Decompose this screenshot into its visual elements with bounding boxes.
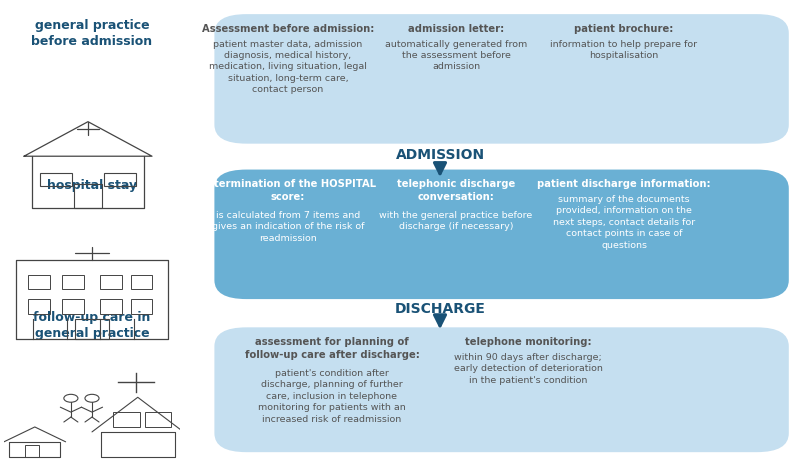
Text: telephone monitoring:: telephone monitoring: — [465, 337, 591, 347]
Text: general practice
before admission: general practice before admission — [31, 19, 153, 48]
Bar — [101, 300, 122, 314]
Bar — [28, 300, 50, 314]
Text: with the general practice before
discharge (if necessary): with the general practice before dischar… — [379, 211, 533, 231]
Text: patient brochure:: patient brochure: — [574, 24, 674, 33]
Text: hospital stay: hospital stay — [47, 179, 137, 192]
Text: ADMISSION: ADMISSION — [395, 148, 485, 162]
Text: Assessment before admission:: Assessment before admission: — [202, 24, 374, 33]
Text: information to help prepare for
hospitalisation: information to help prepare for hospital… — [550, 40, 698, 60]
FancyBboxPatch shape — [214, 170, 789, 299]
Bar — [130, 300, 153, 314]
FancyBboxPatch shape — [214, 14, 789, 144]
Bar — [40, 173, 72, 187]
Text: automatically generated from
the assessment before
admission: automatically generated from the assessm… — [385, 40, 527, 72]
Text: telephonic discharge
conversation:: telephonic discharge conversation: — [397, 179, 515, 202]
Bar — [101, 275, 122, 289]
Bar — [145, 412, 171, 427]
Bar — [62, 275, 83, 289]
Bar — [74, 184, 102, 208]
Text: determination of the HOSPITAL
score:: determination of the HOSPITAL score: — [200, 179, 376, 202]
Text: is calculated from 7 items and
gives an indication of the risk of
readmission: is calculated from 7 items and gives an … — [212, 211, 364, 243]
Bar — [104, 173, 136, 187]
Text: within 90 days after discharge;
early detection of deterioration
in the patient': within 90 days after discharge; early de… — [454, 353, 602, 385]
Bar — [62, 300, 83, 314]
FancyBboxPatch shape — [214, 327, 789, 452]
Text: patient's condition after
discharge, planning of further
care, inclusion in tele: patient's condition after discharge, pla… — [258, 369, 406, 423]
Text: follow-up care in
general practice: follow-up care in general practice — [34, 311, 150, 340]
Text: summary of the documents
provided, information on the
next steps, contact detail: summary of the documents provided, infor… — [553, 195, 695, 250]
Bar — [25, 445, 39, 457]
Bar — [28, 275, 50, 289]
Text: admission letter:: admission letter: — [408, 24, 504, 33]
Text: DISCHARGE: DISCHARGE — [394, 301, 486, 316]
Bar — [130, 275, 153, 289]
Text: patient master data, admission
diagnosis, medical history,
medication, living si: patient master data, admission diagnosis… — [209, 40, 367, 94]
Bar — [113, 412, 139, 427]
Bar — [75, 319, 109, 339]
Text: patient discharge information:: patient discharge information: — [537, 179, 711, 189]
Text: assessment for planning of
follow-up care after discharge:: assessment for planning of follow-up car… — [245, 337, 419, 359]
